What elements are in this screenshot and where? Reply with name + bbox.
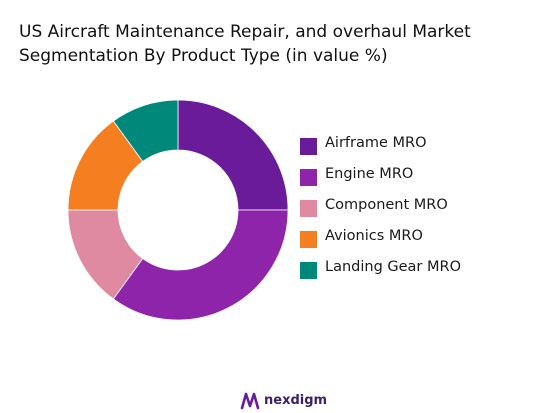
legend-label: Landing Gear MRO [325, 259, 462, 275]
legend-label: Avionics MRO [325, 228, 423, 244]
legend-swatch [300, 138, 317, 155]
legend-swatch [300, 200, 317, 217]
legend-swatch [300, 169, 317, 186]
legend-label: Component MRO [325, 197, 448, 213]
nexdigm-logo-icon [240, 392, 260, 410]
legend-swatch [300, 231, 317, 248]
brand-name: nexdigm [264, 393, 328, 408]
slice-engine-mro [112, 209, 289, 321]
legend-swatch [300, 262, 317, 279]
slice-landing-gear-mro [112, 99, 179, 163]
legend-label: Engine MRO [325, 166, 414, 182]
legend-label: Airframe MRO [325, 135, 427, 151]
chart-title: US Aircraft Maintenance Repair, and over… [19, 20, 539, 68]
chart-title-line-2: Segmentation By Product Type (in value %… [19, 46, 388, 66]
donut-chart [67, 99, 289, 321]
slice-airframe-mro [177, 99, 289, 211]
chart-title-line-1: US Aircraft Maintenance Repair, and over… [19, 22, 471, 42]
